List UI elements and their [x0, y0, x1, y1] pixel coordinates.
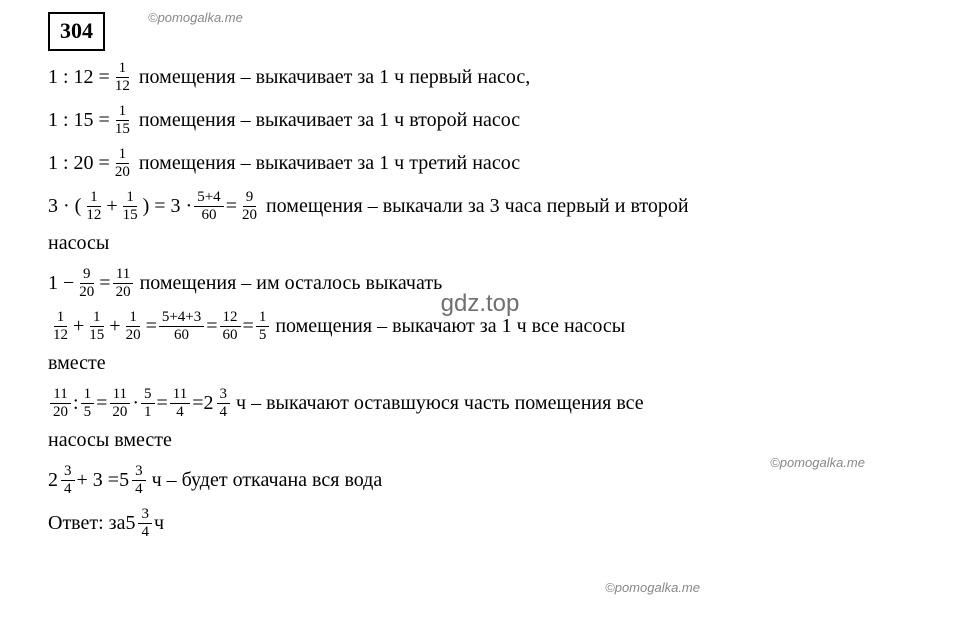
answer-label: Ответ: за — [48, 509, 125, 537]
l3-prefix: 1 : 20 = — [48, 149, 110, 177]
solution-line-4: 3 · ( 112 + 115 ) = 3 · 5+460 = 920 поме… — [48, 190, 925, 223]
l4-p1: 3 · ( — [48, 192, 81, 220]
solution-line-1: 1 : 12 = 1 12 помещения – выкачивает за … — [48, 61, 925, 94]
l4-f3: 5+460 — [194, 190, 223, 223]
answer-suffix: ч — [154, 509, 164, 537]
l4-f1: 112 — [83, 190, 104, 223]
l6-f2: 115 — [86, 310, 107, 343]
l7-f1: 1120 — [50, 387, 71, 420]
l6-f3: 120 — [123, 310, 144, 343]
solution-line-6-cont: вместе — [48, 349, 925, 377]
l7-p5: = — [192, 389, 203, 417]
l6-p3: = — [146, 312, 157, 340]
l4-p4: = — [226, 192, 237, 220]
solution-content: 304 1 : 12 = 1 12 помещения – выкачивает… — [0, 0, 960, 562]
watermark-bottom: ©pomogalka.me — [605, 580, 700, 595]
center-watermark: gdz.top — [441, 290, 520, 318]
l3-frac1: 1 20 — [112, 147, 133, 180]
l6-f5: 1260 — [220, 310, 241, 343]
l7-f2: 15 — [81, 387, 95, 420]
watermark-right: ©pomogalka.me — [770, 455, 865, 470]
l7-f4: 51 — [141, 387, 155, 420]
l6-f4: 5+4+360 — [159, 310, 204, 343]
l8-p1: + 3 = — [77, 466, 120, 494]
l6-p5: = — [243, 312, 254, 340]
l8-text: ч – будет откачана вся вода — [152, 466, 383, 494]
problem-number-box: 304 — [48, 12, 105, 51]
l4-p2: + — [106, 192, 117, 220]
l7-m1: 2 34 — [204, 387, 233, 420]
l8-m1: 2 34 — [48, 464, 77, 497]
l5-p2: = — [99, 269, 110, 297]
l7-p2: = — [96, 389, 107, 417]
solution-line-3: 1 : 20 = 1 20 помещения – выкачивает за … — [48, 147, 925, 180]
l6-f6: 15 — [256, 310, 270, 343]
watermark-top: ©pomogalka.me — [148, 10, 243, 25]
answer-line: Ответ: за 5 34 ч — [48, 507, 925, 540]
solution-line-2: 1 : 15 = 1 15 помещения – выкачивает за … — [48, 104, 925, 137]
l8-m2: 5 34 — [119, 464, 148, 497]
l4-p3: ) = 3 · — [143, 192, 193, 220]
l7-p4: = — [157, 389, 168, 417]
l1-prefix: 1 : 12 = — [48, 63, 110, 91]
l5-text: помещения – им осталось выкачать — [140, 269, 443, 297]
l2-text: помещения – выкачивает за 1 ч второй нас… — [139, 106, 520, 134]
l7-p3: · — [132, 389, 139, 417]
solution-line-7: 1120 : 15 = 1120 · 51 = 114 = 2 34 ч – в… — [48, 387, 925, 420]
l7-text: ч – выкачают оставшуюся часть помещения … — [236, 389, 644, 417]
l5-f2: 1120 — [113, 267, 134, 300]
l1-text: помещения – выкачивает за 1 ч первый нас… — [139, 63, 530, 91]
l6-p4: = — [206, 312, 217, 340]
l7-f5: 114 — [170, 387, 190, 420]
l4-text: помещения – выкачали за 3 часа первый и … — [266, 192, 689, 220]
answer-m1: 5 34 — [125, 507, 154, 540]
l1-frac1: 1 12 — [112, 61, 133, 94]
solution-line-7-cont: насосы вместе — [48, 426, 925, 454]
l6-p1: + — [73, 312, 84, 340]
l7-f3: 1120 — [109, 387, 130, 420]
l6-p2: + — [109, 312, 120, 340]
l5-p1: 1 − — [48, 269, 74, 297]
l6-f1: 112 — [50, 310, 71, 343]
solution-line-4-cont: насосы — [48, 229, 925, 257]
l4-f4: 920 — [239, 190, 260, 223]
l4-f2: 115 — [120, 190, 141, 223]
l5-f1: 920 — [76, 267, 97, 300]
l2-prefix: 1 : 15 = — [48, 106, 110, 134]
l2-frac1: 1 15 — [112, 104, 133, 137]
l7-p1: : — [73, 389, 79, 417]
l3-text: помещения – выкачивает за 1 ч третий нас… — [139, 149, 520, 177]
